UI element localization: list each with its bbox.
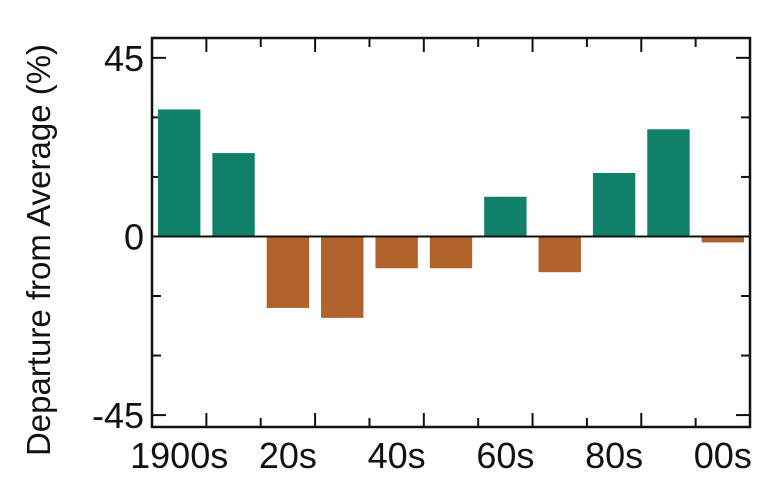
x-tick-label: 1900s xyxy=(130,435,228,476)
bar-group xyxy=(157,109,745,318)
bar-1970s xyxy=(538,236,581,273)
x-tick-label: 20s xyxy=(259,435,317,476)
bar-1930s xyxy=(321,236,364,318)
y-axis-title: Departure from Average (%) xyxy=(20,44,57,456)
bar-1910s xyxy=(212,153,255,237)
bar-1940s xyxy=(375,236,418,269)
bar-1900s xyxy=(157,109,201,237)
y-tick-label: -45 xyxy=(92,395,144,436)
y-tick-label: 45 xyxy=(104,38,144,79)
x-tick-label: 60s xyxy=(476,435,534,476)
bar-1920s xyxy=(266,236,310,308)
x-tick-label: 40s xyxy=(368,435,426,476)
bar-1990s xyxy=(647,129,690,237)
bar-1950s xyxy=(429,236,473,269)
x-tick-label: 80s xyxy=(585,435,643,476)
plot-frame xyxy=(150,36,752,429)
y-tick-labels: 45 0 -45 xyxy=(92,38,144,436)
y-tick-label: 0 xyxy=(124,216,144,257)
axis-ticks xyxy=(152,38,750,427)
bar-2000s xyxy=(701,236,745,243)
x-tick-label: 00s xyxy=(694,435,752,476)
x-tick-labels: 1900s 20s 40s 60s 80s 00s xyxy=(130,435,752,476)
bar-1960s xyxy=(484,196,527,237)
bar-1980s xyxy=(592,172,636,237)
